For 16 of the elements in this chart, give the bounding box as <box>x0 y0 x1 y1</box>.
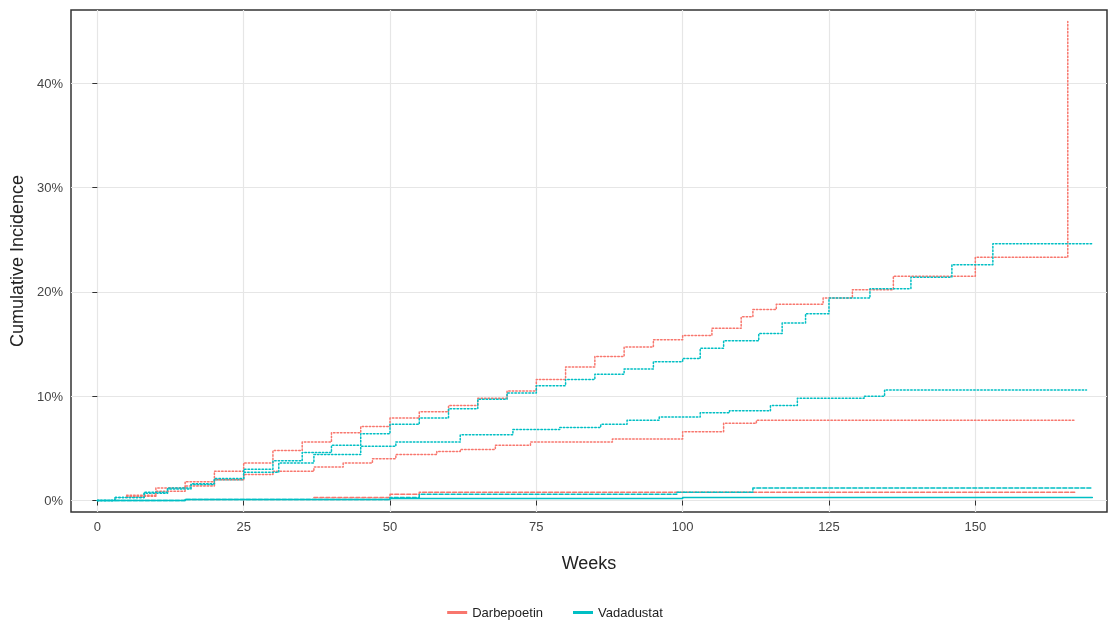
x-tick-label: 100 <box>671 519 694 534</box>
legend-label: Darbepoetin <box>472 605 544 620</box>
x-tick-label: 125 <box>818 519 840 534</box>
y-tick-label: 40% <box>36 75 64 91</box>
x-tick-label: 50 <box>382 519 398 534</box>
x-tick-label: 150 <box>964 519 987 534</box>
y-tick-label: 20% <box>36 284 64 300</box>
x-tick-label: 25 <box>236 519 251 534</box>
y-tick-label: 0% <box>44 493 64 509</box>
y-tick-label: 30% <box>36 179 64 195</box>
legend-label: Vadadustat <box>598 605 664 620</box>
x-tick-label: 75 <box>529 519 544 534</box>
x-tick-label: 0 <box>93 519 101 534</box>
y-tick-label: 10% <box>36 388 64 404</box>
y-axis-title: Cumulative Incidence <box>7 174 27 348</box>
x-axis-title: Weeks <box>561 553 617 573</box>
